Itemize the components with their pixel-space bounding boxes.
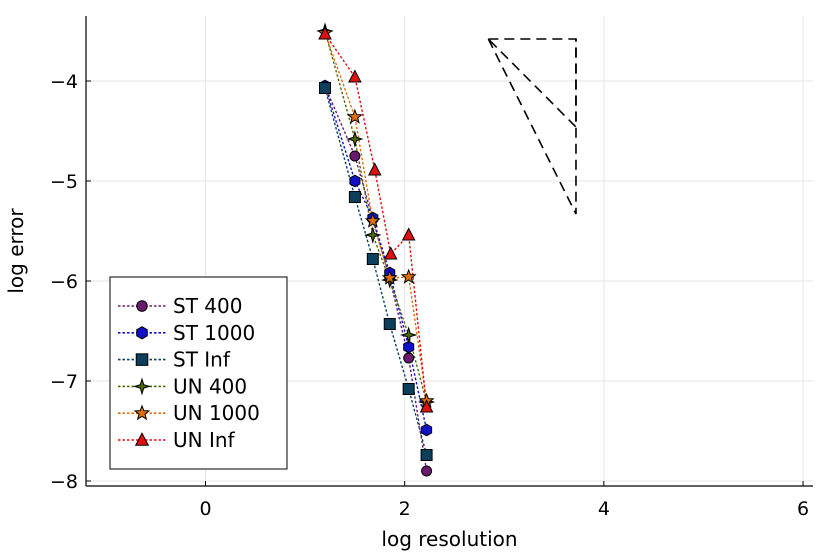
tick-labels: 0 2 4 6 −4 −5 −6 −7 −8 xyxy=(50,71,809,520)
series-line-un-1000 xyxy=(324,32,428,402)
legend-label: ST Inf xyxy=(173,348,231,372)
data-point-un-400 xyxy=(346,130,364,148)
data-point-st-400 xyxy=(403,352,415,364)
data-point-st-inf xyxy=(420,449,433,461)
data-point-st-inf xyxy=(366,253,379,265)
y-tick-label: −7 xyxy=(50,371,78,393)
series-line-st-400 xyxy=(324,85,428,472)
data-point-st-1000 xyxy=(421,423,433,437)
x-axis-label: log resolution xyxy=(381,527,517,551)
legend-marker xyxy=(132,377,152,396)
data-point-st-inf xyxy=(319,82,332,94)
y-tick-label: −5 xyxy=(50,171,78,193)
data-point-un-inf xyxy=(419,399,434,413)
x-tick-label: 0 xyxy=(199,498,211,520)
data-point-un-1000 xyxy=(364,212,381,228)
legend-label: UN Inf xyxy=(173,428,236,452)
data-point-un-1000 xyxy=(400,268,417,284)
data-point-st-400 xyxy=(421,465,433,477)
data-point-st-400 xyxy=(349,150,361,162)
data-point-st-inf xyxy=(402,383,415,395)
legend-marker xyxy=(133,404,151,421)
legend-label: ST 1000 xyxy=(173,321,255,345)
data-point-un-inf xyxy=(383,246,398,260)
legend-label: ST 400 xyxy=(173,294,242,318)
data-point-un-inf xyxy=(401,227,416,241)
y-tick-label: −8 xyxy=(50,471,78,493)
data-point-st-inf xyxy=(348,191,361,203)
legend-marker xyxy=(136,300,148,312)
y-tick-label: −6 xyxy=(50,271,78,293)
legend-marker xyxy=(134,432,150,446)
data-point-un-inf xyxy=(318,26,332,40)
reference-triangle xyxy=(487,38,577,215)
x-tick-label: 4 xyxy=(598,498,610,520)
series-line-st-inf xyxy=(324,87,428,456)
data-point-st-1000 xyxy=(349,174,361,188)
legend-marker xyxy=(136,326,148,340)
data-series xyxy=(316,22,436,477)
x-tick-label: 6 xyxy=(797,498,809,520)
data-point-un-400 xyxy=(399,326,418,344)
reference-triangle xyxy=(487,38,577,129)
data-point-st-inf xyxy=(383,318,396,330)
data-point-un-400 xyxy=(364,226,382,244)
data-point-st-1000 xyxy=(403,340,415,354)
x-tick-label: 2 xyxy=(399,498,411,520)
legend-marker xyxy=(135,353,149,366)
y-axis-label: log error xyxy=(4,208,28,294)
legend-label: UN 1000 xyxy=(173,401,260,425)
axes xyxy=(85,16,813,487)
legend-label: UN 400 xyxy=(173,374,247,398)
y-tick-label: −4 xyxy=(50,71,78,93)
series-line-un-inf xyxy=(324,33,428,408)
data-point-un-1000 xyxy=(381,269,398,285)
data-point-un-1000 xyxy=(346,108,363,124)
data-point-un-inf xyxy=(348,69,362,83)
data-point-un-inf xyxy=(367,162,382,176)
reference-slope-triangles xyxy=(487,38,577,215)
